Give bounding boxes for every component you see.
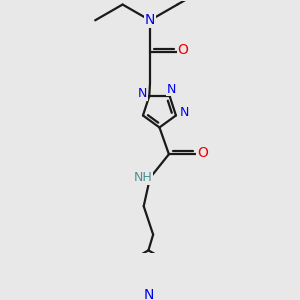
Text: N: N	[167, 83, 176, 96]
Text: N: N	[180, 106, 189, 119]
Text: N: N	[138, 87, 147, 100]
Text: O: O	[178, 43, 188, 57]
Text: NH: NH	[134, 171, 152, 184]
Text: O: O	[197, 146, 208, 160]
Text: N: N	[145, 13, 155, 27]
Text: N: N	[143, 288, 154, 300]
